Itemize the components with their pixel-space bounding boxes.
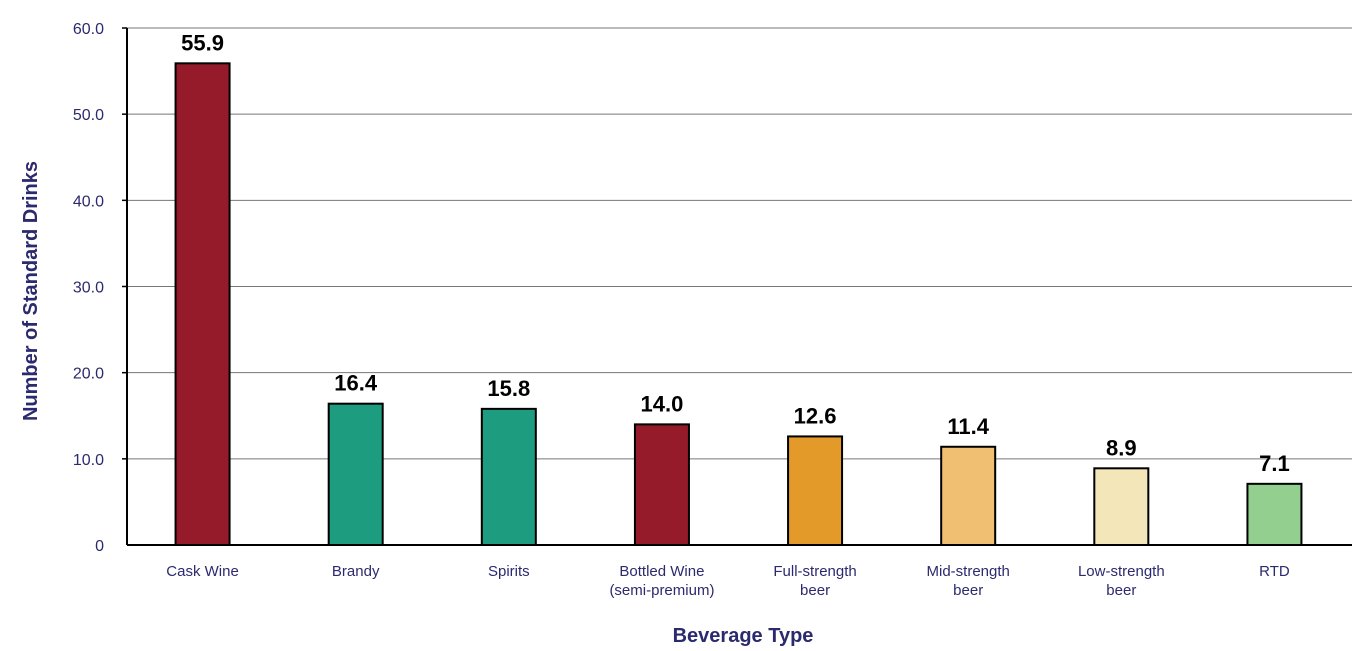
- y-tick-label: 30.0: [73, 280, 104, 297]
- x-category-label: (semi-premium): [609, 582, 714, 599]
- x-category-label: Low-strength: [1078, 563, 1165, 580]
- data-label: 11.4: [947, 414, 989, 439]
- y-tick-label: 20.0: [73, 366, 104, 383]
- x-category-label: Bottled Wine: [619, 563, 704, 580]
- y-tick-label: 60.0: [73, 21, 104, 38]
- y-tick-label: 10.0: [73, 452, 104, 469]
- x-category-label: Brandy: [332, 563, 380, 580]
- y-axis-title: Number of Standard Drinks: [20, 161, 42, 421]
- gridlines: [122, 27, 1352, 460]
- data-label: 8.9: [1106, 435, 1137, 460]
- y-tick-label: 0: [95, 538, 104, 555]
- data-labels: 55.9 16.4 15.8 14.0 12.6 11.4 8.9 7.1: [181, 30, 1290, 475]
- data-label: 15.8: [487, 376, 530, 401]
- data-label: 12.6: [794, 403, 837, 428]
- data-label: 55.9: [181, 30, 224, 55]
- bar: [787, 435, 844, 546]
- bar: [940, 445, 997, 546]
- x-category-label: beer: [1106, 582, 1136, 599]
- x-category-label: Full-strength: [773, 563, 856, 580]
- x-category-label: Cask Wine: [166, 563, 239, 580]
- bar: [1246, 482, 1303, 546]
- bars: [174, 62, 1303, 547]
- x-category-label: RTD: [1259, 563, 1290, 580]
- x-axis-title: Beverage Type: [673, 625, 814, 647]
- data-label: 7.1: [1259, 451, 1290, 476]
- data-label: 14.0: [641, 391, 684, 416]
- bar: [1093, 467, 1150, 547]
- x-category-label: Mid-strength: [927, 563, 1010, 580]
- x-category-label: Spirits: [488, 563, 530, 580]
- x-category-labels: Cask Wine Brandy Spirits Bottled Wine (semi-…: [166, 563, 1290, 599]
- y-tick-labels: 0 10.0 20.0 30.0 40.0 50.0 60.0: [73, 21, 104, 555]
- x-category-label: beer: [800, 582, 830, 599]
- axes: [126, 28, 1352, 546]
- x-category-label: beer: [953, 582, 983, 599]
- bar: [174, 62, 231, 546]
- bar: [327, 402, 384, 547]
- bar: [633, 423, 690, 546]
- data-label: 16.4: [334, 371, 378, 396]
- bar: [480, 407, 537, 546]
- y-tick-label: 40.0: [73, 193, 104, 210]
- y-tick-label: 50.0: [73, 107, 104, 124]
